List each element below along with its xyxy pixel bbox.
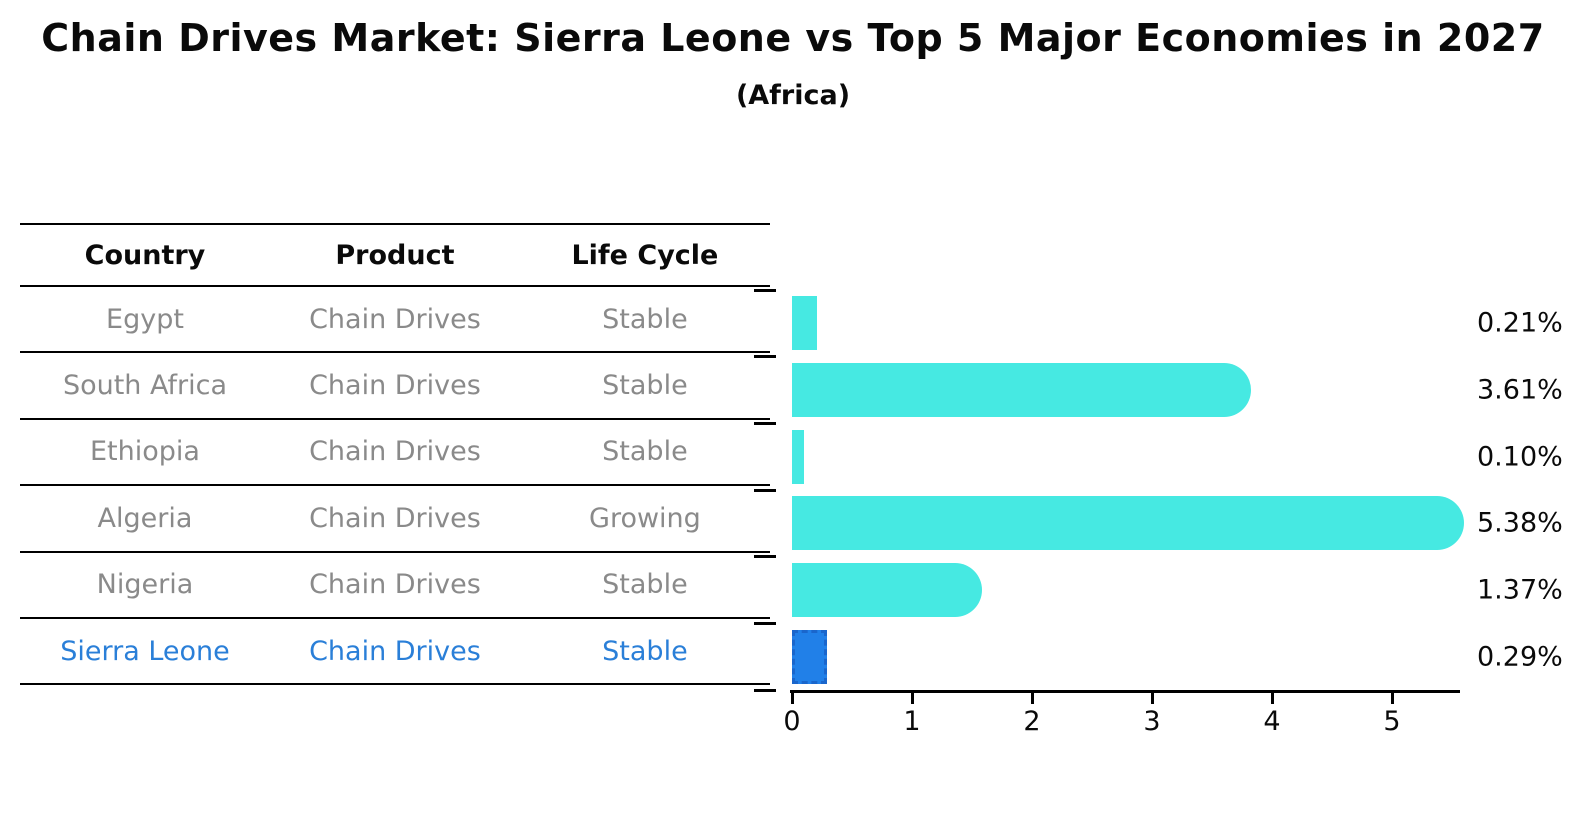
table-row: South Africa Chain Drives Stable [20,353,770,420]
x-tick-label: 2 [1023,706,1041,737]
table-cell-product: Chain Drives [309,303,481,335]
bar [792,296,818,351]
table-row: Nigeria Chain Drives Stable [20,553,770,619]
table-cell-life-cycle: Stable [602,635,688,667]
x-tick-label: 1 [903,706,921,737]
table-cell-country: Nigeria [96,569,194,601]
table-row: Egypt Chain Drives Stable [20,287,770,354]
x-tick-label: 3 [1143,706,1161,737]
table-cell-product: Chain Drives [309,502,481,534]
bar-value-label: 5.38% [1477,507,1563,539]
table-header-product: Product [335,239,455,271]
table-body: Egypt Chain Drives Stable South Africa Chain… [20,287,770,686]
y-tick [754,488,776,492]
x-axis-line [790,690,1460,693]
x-tick [910,693,914,704]
table-cell-product: Chain Drives [309,370,481,402]
table-row: Sierra Leone Chain Drives Stable [20,619,770,686]
bar-highlight [792,629,827,684]
x-tick-label: 5 [1383,706,1401,737]
x-tick [1150,693,1154,704]
bar [792,363,1252,417]
y-tick [754,421,776,425]
x-tick [1030,693,1034,704]
y-tick [754,555,776,559]
y-tick [754,288,776,292]
bar-value-label: 0.29% [1477,641,1563,673]
bar [792,429,804,484]
table-cell-life-cycle: Stable [602,569,688,601]
chart-title: Chain Drives Market: Sierra Leone vs Top… [41,16,1545,60]
x-tick [790,693,794,704]
bar-value-label: 0.21% [1477,307,1563,339]
table-header-country: Country [84,239,206,271]
table-cell-country: South Africa [62,370,228,402]
table-row: Algeria Chain Drives Growing [20,486,770,553]
table-cell-product: Chain Drives [309,436,481,468]
x-tick [1390,693,1394,704]
table-cell-life-cycle: Growing [589,502,701,534]
bar-value-label: 0.10% [1477,441,1563,473]
table-cell-life-cycle: Stable [602,370,688,402]
y-tick [754,355,776,359]
table-header-row: Country Product Life Cycle [20,225,770,287]
country-table: Country Product Life Cycle Egypt Chain Dr… [20,223,770,686]
y-tick [754,621,776,625]
table-cell-country: Sierra Leone [60,635,230,667]
bar [792,563,983,617]
table-cell-country: Egypt [106,303,184,335]
chart-subtitle: (Africa) [735,80,851,111]
table-cell-life-cycle: Stable [602,303,688,335]
y-tick [754,688,776,692]
table-cell-country: Ethiopia [90,436,200,468]
x-tick-label: 4 [1263,706,1281,737]
bar-value-label: 1.37% [1477,574,1563,606]
table-cell-product: Chain Drives [309,569,481,601]
bar-value-label: 3.61% [1477,374,1563,406]
plot-area [792,290,1464,690]
table-cell-life-cycle: Stable [602,436,688,468]
table-row: Ethiopia Chain Drives Stable [20,420,770,487]
table-cell-country: Algeria [97,502,193,534]
table-header-life-cycle: Life Cycle [571,239,719,271]
x-tick [1270,693,1274,704]
x-tick-label: 0 [783,706,801,737]
bar [792,496,1464,551]
table-cell-product: Chain Drives [309,635,481,667]
